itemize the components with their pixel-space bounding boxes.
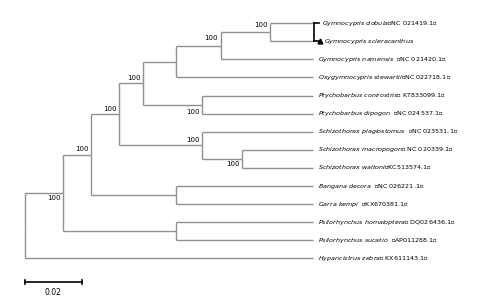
Text: $\mathit{Oxygymnocypris\ stewartii}$（NC 022718.1）: $\mathit{Oxygymnocypris\ stewartii}$（NC …	[318, 73, 452, 82]
Text: $\mathit{Schizothorax\ plagiostomus}$  （NC 023531.1）: $\mathit{Schizothorax\ plagiostomus}$ （N…	[318, 127, 458, 136]
Text: $\mathit{Ptychobarbus\ conirostris}$（ KT833099.1）: $\mathit{Ptychobarbus\ conirostris}$（ KT…	[318, 91, 446, 100]
Text: $\mathit{Psilorhynchus\ sucatio}$  （AP011288.1）: $\mathit{Psilorhynchus\ sucatio}$ （AP011…	[318, 236, 438, 245]
Text: $\mathit{Gymnocypris\ scleracanthus}$: $\mathit{Gymnocypris\ scleracanthus}$	[324, 37, 414, 46]
Text: $\mathit{Bangana\ decora}$  （NC 026221.1）: $\mathit{Bangana\ decora}$ （NC 026221.1）	[318, 182, 424, 190]
Text: 100: 100	[75, 146, 88, 152]
Text: 100: 100	[226, 161, 240, 167]
Text: 100: 100	[204, 35, 218, 41]
Text: 100: 100	[186, 137, 200, 143]
Text: $\mathit{Gymnocypris\ namensis}$  （NC 021420.1）: $\mathit{Gymnocypris\ namensis}$ （NC 021…	[318, 55, 446, 64]
Text: 100: 100	[186, 109, 200, 115]
Text: 100: 100	[103, 106, 117, 112]
Text: $\mathit{Gymnocypris\ dobula}$（NC 021419.1）: $\mathit{Gymnocypris\ dobula}$（NC 021419…	[322, 19, 438, 28]
Text: 100: 100	[254, 22, 268, 28]
Text: $\mathit{Hypancistrus\ zebra}$（ KX611143.1）: $\mathit{Hypancistrus\ zebra}$（ KX611143…	[318, 254, 429, 263]
Text: $\mathit{Schizothorax\ macropogon}$（ NC 020339.1）: $\mathit{Schizothorax\ macropogon}$（ NC …	[318, 145, 454, 154]
Text: 0.02: 0.02	[45, 288, 62, 297]
Text: $\mathit{Schizothorax\ waltoni}$（KC513574.1）: $\mathit{Schizothorax\ waltoni}$（KC51357…	[318, 164, 432, 172]
Text: 100: 100	[47, 195, 60, 201]
Text: $\mathit{Psilorhynchus\ homaloptera}$（ DQ026436.1）: $\mathit{Psilorhynchus\ homaloptera}$（ D…	[318, 218, 456, 227]
Text: 100: 100	[128, 75, 141, 81]
Text: $\mathit{Garra\ kempi}$  （KX670381.1）: $\mathit{Garra\ kempi}$ （KX670381.1）	[318, 200, 409, 208]
Text: $\mathit{Ptychobarbus\ dipogon}$  （NC 024537.1）: $\mathit{Ptychobarbus\ dipogon}$ （NC 024…	[318, 109, 444, 118]
